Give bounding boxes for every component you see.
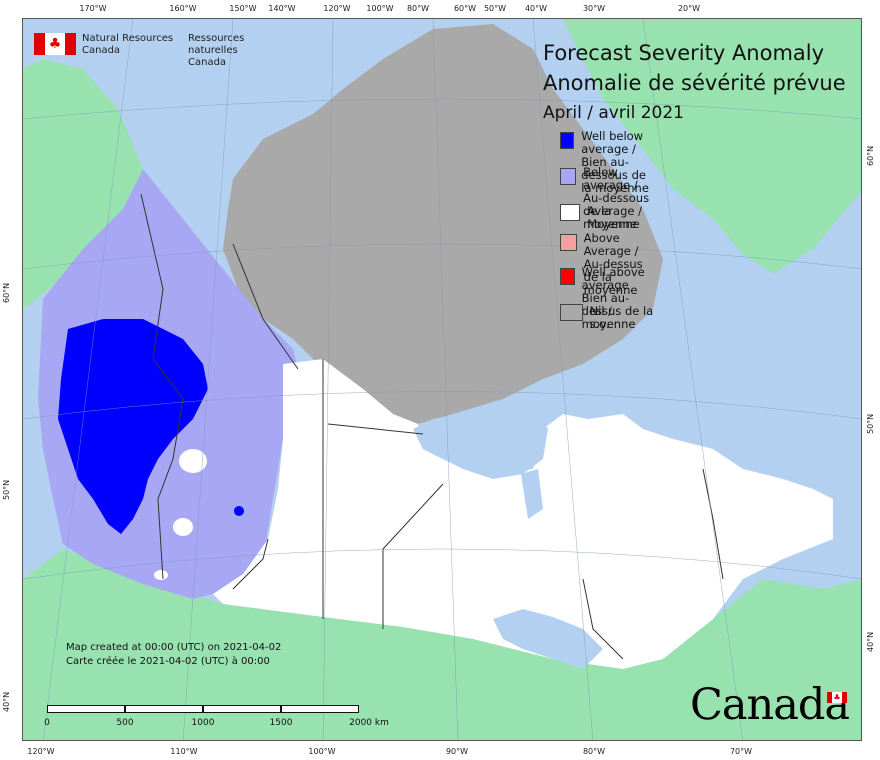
longitude-tick-top: 30°W (582, 4, 606, 13)
well-below-average-spot (234, 506, 244, 516)
longitude-tick-top: 100°W (366, 4, 394, 13)
legend-swatch (560, 168, 577, 185)
period-label: April / avril 2021 (543, 103, 684, 123)
legend-label: Well below average / Bien au-dessous de … (581, 129, 649, 195)
longitude-tick-bottom: 90°W (445, 747, 469, 756)
latitude-tick-left: 40°N (2, 691, 11, 712)
longitude-tick-top: 80°W (406, 4, 430, 13)
longitude-tick-bottom: 110°W (170, 747, 198, 756)
legend-item-average: Average / Moyenne (560, 202, 652, 231)
alaska-land (23, 59, 143, 309)
greenland-land (563, 19, 861, 274)
longitude-tick-bottom: 70°W (729, 747, 753, 756)
longitude-tick-top: 20°W (677, 4, 701, 13)
title-fr: Anomalie de sévérité prévue (543, 71, 846, 95)
great-lakes (493, 609, 603, 669)
scale-label: 500 (116, 718, 134, 728)
longitude-tick-bottom: 120°W (27, 747, 55, 756)
usa-land (23, 549, 861, 740)
credit-en: Map created at 00:00 (UTC) on 2021-04-02 (66, 642, 282, 653)
latitude-tick-right: 50°N (866, 413, 875, 434)
longitude-tick-bottom: 80°W (582, 747, 606, 756)
longitude-tick-bottom: 100°W (308, 747, 336, 756)
longitude-tick-top: 60°W (453, 4, 477, 13)
scale-label: 0 (44, 718, 50, 728)
average-region (213, 359, 833, 669)
legend-label: Well above average Bien au-dessus de la … (581, 265, 654, 331)
legend-item-nil: Nil / s.o. (560, 302, 620, 331)
scale-label: 2000 km (349, 718, 389, 728)
average-patch (173, 518, 193, 536)
scale-label: 1000 (191, 718, 215, 728)
latitude-tick-right: 40°N (866, 631, 875, 652)
average-patch (179, 449, 207, 473)
longitude-tick-top: 40°W (524, 4, 548, 13)
average-patch (154, 570, 168, 580)
latitude-tick-left: 60°N (2, 282, 11, 303)
legend-item-above: Above Average / Au-dessus de la moyenne (560, 232, 654, 297)
legend-item-below: Below average / Au-dessous de la moyenne (560, 166, 654, 231)
province-borders (140, 193, 724, 660)
canada-flag-icon: ♣ (34, 33, 76, 55)
legend-label: Average / Moyenne (587, 204, 642, 231)
legend-item-well-below: Well below average / Bien au-dessous de … (560, 130, 654, 195)
well-below-average-region (58, 319, 208, 534)
agency-block: ♣ Natural Resources Canada Ressources na… (34, 33, 288, 69)
scale-label: 1500 (269, 718, 293, 728)
legend-swatch (560, 132, 575, 149)
agency-name-en: Natural Resources Canada (82, 33, 174, 56)
longitude-tick-top: 150°W (229, 4, 257, 13)
legend-label: Above Average / Au-dessus de la moyenne (583, 231, 643, 297)
title-en: Forecast Severity Anomaly (543, 41, 825, 65)
james-bay (521, 469, 543, 519)
canada-wordmark: Canada (690, 680, 850, 730)
latitude-tick-left: 50°N (2, 479, 11, 500)
agency-name-fr: Ressources naturelles Canada (188, 33, 245, 68)
legend-swatch (560, 234, 577, 251)
credit-fr: Carte créée le 2021-04-02 (UTC) à 00:00 (66, 656, 270, 667)
legend-swatch (560, 268, 575, 285)
longitude-tick-top: 170°W (79, 4, 107, 13)
arctic-islands (223, 24, 663, 424)
map-title: Forecast Severity Anomaly Anomalie de sé… (543, 38, 846, 128)
legend-label: Nil / s.o. (589, 304, 613, 331)
map-canvas[interactable] (22, 18, 862, 741)
latitude-tick-right: 60°N (866, 145, 875, 166)
legend-swatch (560, 204, 581, 221)
longitude-tick-top: 120°W (323, 4, 351, 13)
longitude-tick-top: 140°W (268, 4, 296, 13)
longitude-tick-top: 50°W (483, 4, 507, 13)
longitude-tick-top: 160°W (169, 4, 197, 13)
map-credit: Map created at 00:00 (UTC) on 2021-04-02… (66, 641, 281, 669)
wordmark-flag-icon: ♣ (827, 692, 847, 703)
legend-label: Below average / Au-dessous de la moyenne (583, 165, 650, 231)
legend-item-well-above: Well above average Bien au-dessus de la … (560, 266, 654, 331)
legend-swatch (560, 304, 583, 321)
graticule (23, 19, 861, 740)
scale-bar: 0 500 1000 1500 2000 km (44, 705, 389, 728)
